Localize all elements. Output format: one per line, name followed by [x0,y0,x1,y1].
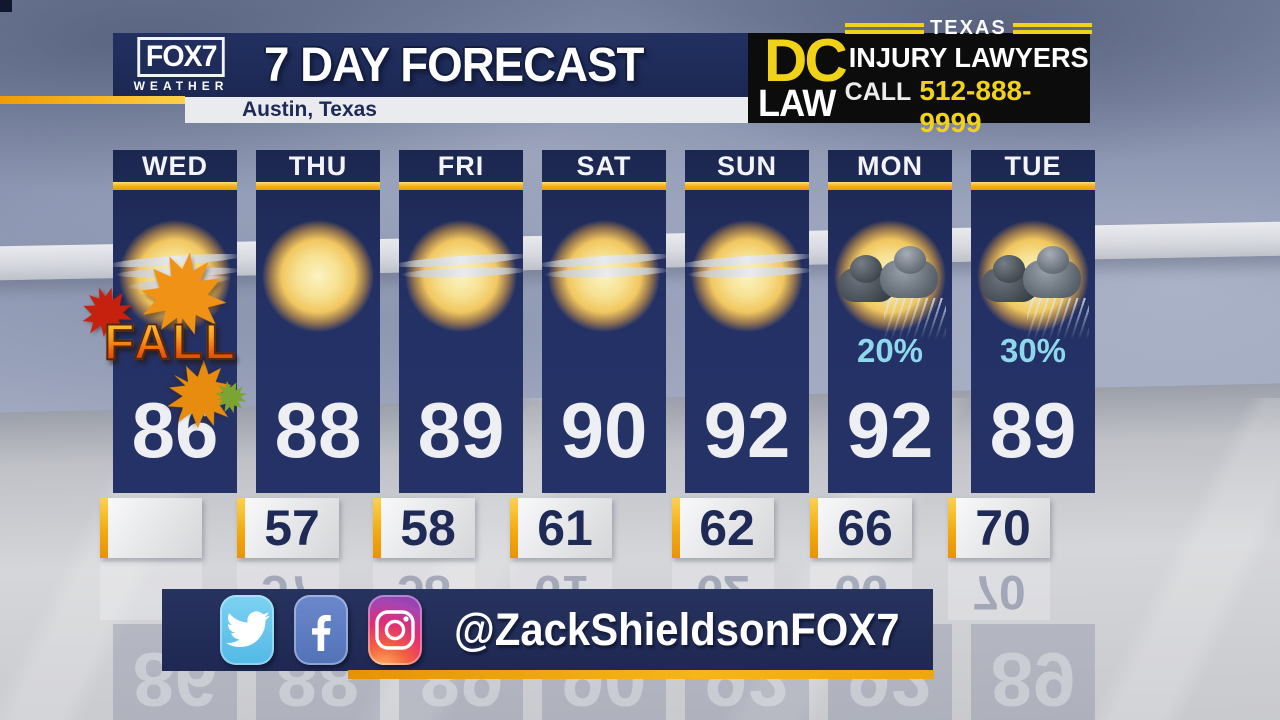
forecast-column-tue: TUE 30% 89 [971,150,1095,493]
social-handle: @ZackShieldsonFOX7 [454,604,900,655]
reflection-high: 89 [990,636,1076,720]
rain-streaks [884,298,946,340]
low-accent-stripe [100,498,108,558]
low-temp [108,498,202,558]
sponsor-region: TEXAS [930,17,1007,39]
mostly-sunny-icon [106,208,244,358]
low-accent-stripe [948,498,956,558]
low-temp: 57 [264,500,320,556]
rain-streaks [1027,298,1089,340]
low-accent-stripe [672,498,680,558]
fox7-weather-logo: FOX7 WEATHER [126,37,236,93]
sun-glyph [262,220,374,332]
forecast-column-wed: WED 86 [106,150,244,493]
sponsor-logo-bottom: LAW [758,83,836,125]
yellow-rule-left [844,23,925,34]
location-label: Austin, Texas [185,97,755,123]
high-temp: 88 [274,386,362,474]
yellow-rule-right [1012,23,1093,34]
weather-logo-text: WEATHER [133,79,229,93]
page-title: 7 DAY FORECAST [264,38,644,92]
rain-cloud [880,246,938,298]
sponsor-text: TEXAS INJURY LAWYERS CALL 512-888-9999 [844,17,1093,139]
low-temp: 61 [537,500,593,556]
mostly-sunny-icon [392,208,530,358]
low-temp-box: 66 [810,498,912,558]
day-label: WED [142,151,208,181]
high-temp: 89 [417,386,505,474]
reflection-column [971,624,1095,720]
precip-chance: 30% [999,332,1067,369]
corner-artifact [0,0,12,12]
header-bar: FOX7 WEATHER 7 DAY FORECAST [113,33,748,97]
sunny-icon [256,208,380,358]
low-temp-box: 61 [510,498,612,558]
mostly-sunny-icon [535,208,673,358]
low-temp-box: 57 [237,498,339,558]
social-accent-stripe [348,670,934,679]
day-accent-bar [542,182,666,190]
low-accent-stripe [237,498,245,558]
high-temp: 89 [989,386,1077,474]
header-accent-stripe [0,96,185,104]
mostly-sunny-icon [678,208,816,358]
low-temp-box: 58 [373,498,475,558]
phone-number: 512-888-9999 [919,75,1032,138]
scattered-rain-icon [971,208,1095,358]
day-accent-bar [256,182,380,190]
scattered-rain-icon [828,208,952,358]
low-temp-box: 70 [948,498,1050,558]
reflection-low: 70 [948,562,1050,620]
instagram-icon [368,595,422,665]
high-temp: 86 [131,386,219,474]
forecast-column-fri: FRI 89 [392,150,530,493]
day-accent-bar [828,182,952,190]
sponsor-line1: INJURY LAWYERS [848,42,1089,73]
precip-chance: 20% [856,332,924,369]
low-accent-stripe [810,498,818,558]
twitter-icon [220,595,274,665]
forecast-column-thu: THU 88 [256,150,380,493]
low-temp-box [100,498,202,558]
low-temp: 70 [975,500,1031,556]
call-label: CALL [844,78,912,106]
low-temp-box: 62 [672,498,774,558]
high-temp: 92 [703,386,791,474]
sponsor-ad: DC LAW TEXAS INJURY LAWYERS CALL 512-888… [748,17,1093,138]
social-bar: @ZackShieldsonFOX7 [162,589,933,671]
day-label: SUN [716,151,777,181]
day-label: TUE [1004,151,1062,181]
forecast-column-sat: SAT 90 [535,150,673,493]
day-label: SAT [576,151,632,181]
fox7-logo-text: FOX7 [137,37,225,77]
rain-cloud [1023,246,1081,298]
high-temp: 92 [846,386,934,474]
forecast-column-sun: SUN 92 [678,150,816,493]
day-accent-bar [399,182,523,190]
sponsor-logo-top: DC [764,27,848,94]
day-label: MON [857,151,923,181]
forecast-column-mon: MON 20% 92 [828,150,952,493]
day-label: FRI [437,151,485,181]
low-accent-stripe [510,498,518,558]
sponsor-call-row: CALL 512-888-9999 [845,75,1092,139]
day-accent-bar [113,182,237,190]
rain-cloud [981,255,1039,302]
day-accent-bar [971,182,1095,190]
day-accent-bar [685,182,809,190]
low-temp: 62 [699,500,755,556]
sponsor-region-row: TEXAS [844,17,1093,40]
high-temp: 90 [560,386,648,474]
low-temp: 58 [400,500,456,556]
sponsor-logo: DC LAW [758,27,848,125]
facebook-icon [294,595,348,665]
day-label: THU [288,151,348,181]
low-temp: 66 [837,500,893,556]
low-accent-stripe [373,498,381,558]
